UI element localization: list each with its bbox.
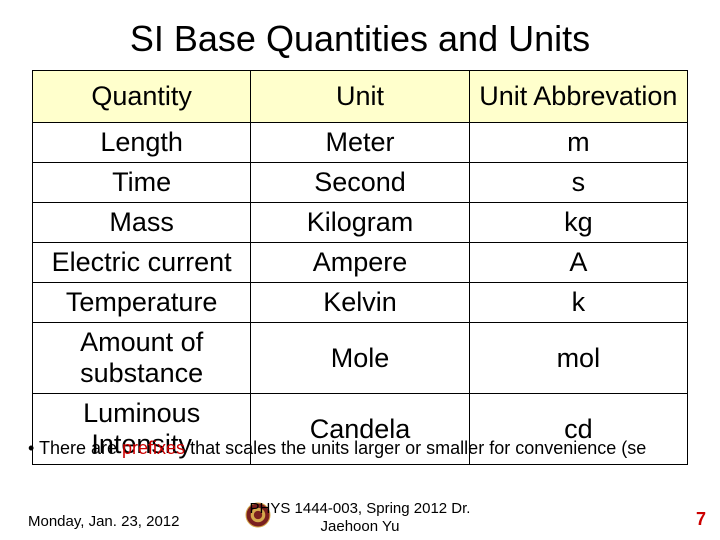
cell-unit: Ampere bbox=[251, 243, 469, 283]
note-red-word: prefixes bbox=[122, 438, 185, 458]
table-row: Length Meter m bbox=[33, 123, 688, 163]
cell-abbrev: mol bbox=[469, 323, 687, 394]
si-units-table: Quantity Unit Unit Abbrevation Length Me… bbox=[32, 70, 688, 465]
footer-date: Monday, Jan. 23, 2012 bbox=[28, 513, 180, 530]
cell-quantity: Time bbox=[33, 163, 251, 203]
page-title: SI Base Quantities and Units bbox=[0, 0, 720, 70]
cell-unit: Kelvin bbox=[251, 283, 469, 323]
cell-abbrev: k bbox=[469, 283, 687, 323]
col-header-unit: Unit bbox=[251, 71, 469, 123]
footer-author: Jaehoon Yu bbox=[250, 518, 471, 536]
col-header-abbrev: Unit Abbrevation bbox=[469, 71, 687, 123]
cell-quantity: Temperature bbox=[33, 283, 251, 323]
cell-quantity: Electric current bbox=[33, 243, 251, 283]
cell-unit: Second bbox=[251, 163, 469, 203]
note-suffix: that scales the units larger or smaller … bbox=[185, 438, 646, 458]
table-row: Electric current Ampere A bbox=[33, 243, 688, 283]
cell-unit: Mole bbox=[251, 323, 469, 394]
col-header-quantity: Quantity bbox=[33, 71, 251, 123]
footer-center: PHYS 1444-003, Spring 2012 Dr. Jaehoon Y… bbox=[250, 500, 471, 536]
prefix-note: • There are prefixes that scales the uni… bbox=[28, 438, 646, 459]
cell-unit: Kilogram bbox=[251, 203, 469, 243]
cell-abbrev: A bbox=[469, 243, 687, 283]
cell-quantity: Amount of substance bbox=[33, 323, 251, 394]
table-row: Mass Kilogram kg bbox=[33, 203, 688, 243]
cell-abbrev: m bbox=[469, 123, 687, 163]
page-number: 7 bbox=[696, 509, 706, 530]
cell-abbrev: kg bbox=[469, 203, 687, 243]
note-bullet: • bbox=[28, 438, 39, 458]
cell-quantity: Length bbox=[33, 123, 251, 163]
table-header-row: Quantity Unit Unit Abbrevation bbox=[33, 71, 688, 123]
cell-abbrev: s bbox=[469, 163, 687, 203]
table-row: Amount of substance Mole mol bbox=[33, 323, 688, 394]
table-row: Temperature Kelvin k bbox=[33, 283, 688, 323]
cell-unit: Meter bbox=[251, 123, 469, 163]
table-container: Quantity Unit Unit Abbrevation Length Me… bbox=[0, 70, 720, 465]
cell-quantity: Mass bbox=[33, 203, 251, 243]
note-prefix: There are bbox=[39, 438, 122, 458]
footer-course: PHYS 1444-003, Spring 2012 Dr. bbox=[250, 500, 471, 518]
table-row: Time Second s bbox=[33, 163, 688, 203]
